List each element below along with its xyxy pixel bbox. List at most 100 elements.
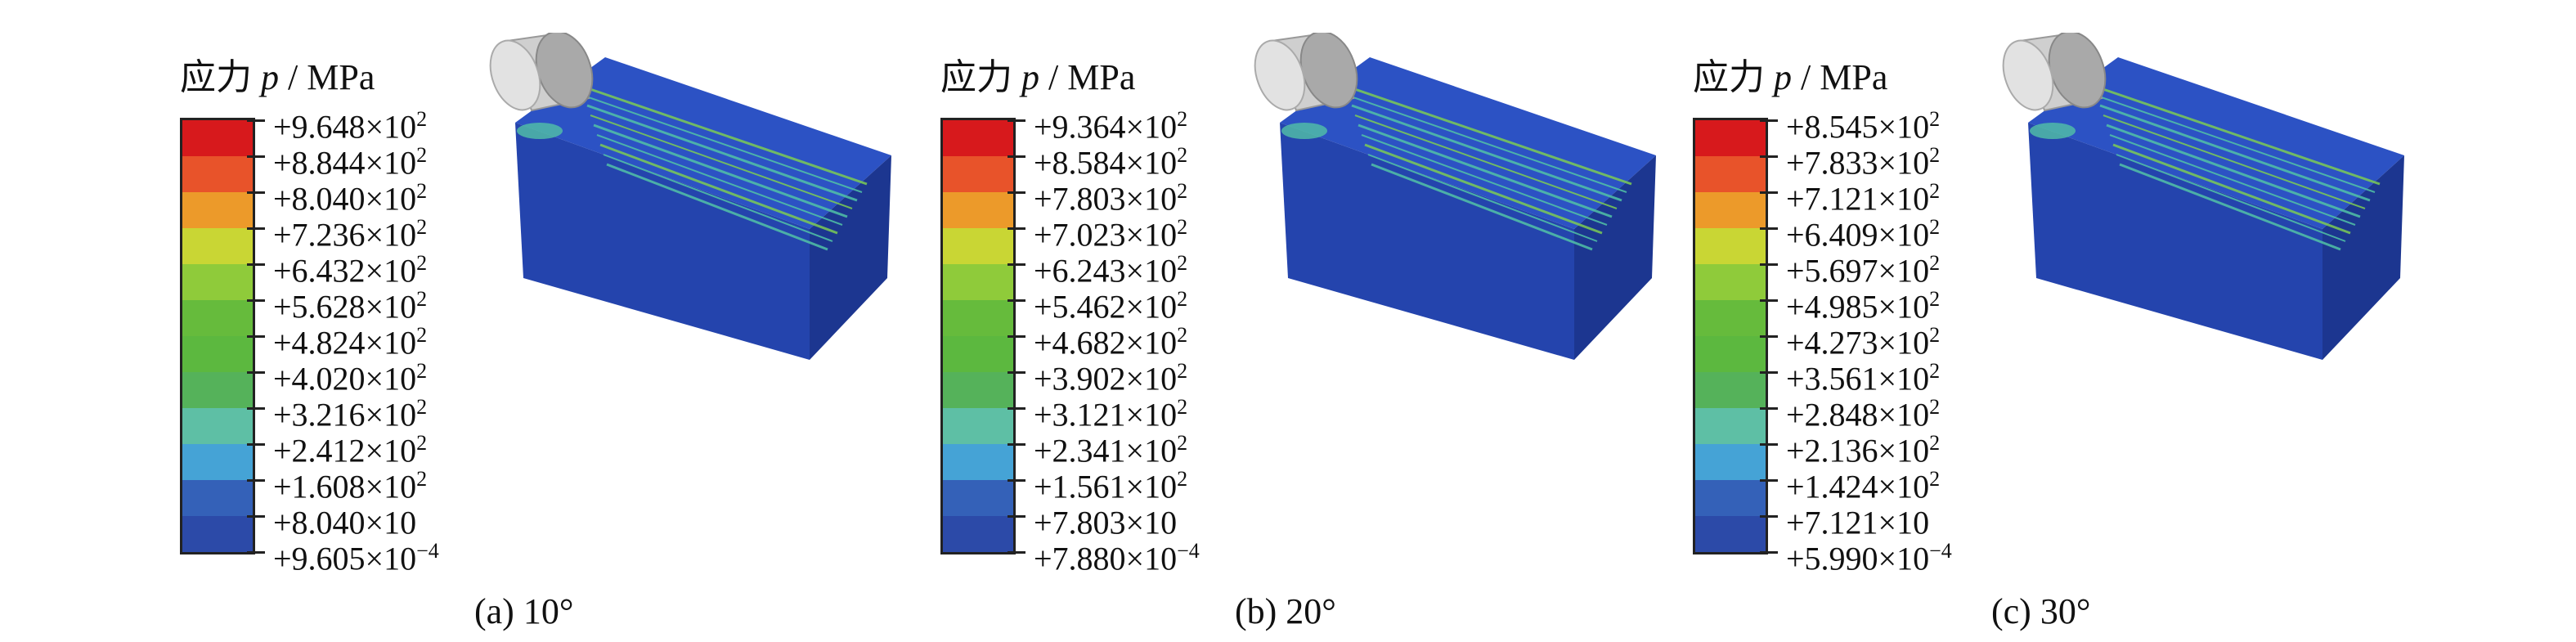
- legend-value-exponent: −4: [1929, 539, 1952, 563]
- stress-streak: [1348, 95, 1627, 193]
- legend-value-exponent: 2: [1177, 107, 1188, 131]
- legend-tick: [247, 371, 265, 374]
- legend-swatch: [1695, 480, 1766, 516]
- legend-tick: [1760, 155, 1778, 158]
- legend-value: +6.409×102: [1786, 209, 1940, 253]
- legend-title-label: 应力: [1693, 57, 1774, 97]
- legend-swatch: [943, 228, 1013, 264]
- legend-value: +3.902×102: [1034, 353, 1187, 397]
- legend-value: +6.432×102: [273, 245, 427, 289]
- stress-streak: [2119, 163, 2341, 251]
- stress-streak: [583, 95, 863, 193]
- legend-value-mantissa: +2.848×10: [1786, 396, 1930, 433]
- legend-value-exponent: 2: [1177, 395, 1188, 419]
- stress-streak: [1364, 143, 1603, 235]
- legend-value: +2.848×102: [1786, 389, 1940, 433]
- legend-value-exponent: 2: [416, 143, 428, 167]
- stress-streak: [2093, 84, 2381, 186]
- legend-swatch: [943, 408, 1013, 444]
- legend-value-mantissa: +9.605×10: [273, 540, 417, 577]
- legend-title-label: 应力: [180, 57, 261, 97]
- legend-value-exponent: 2: [416, 215, 428, 239]
- stress-hotspot: [1281, 123, 1327, 139]
- legend-value-exponent: 2: [1929, 323, 1941, 347]
- legend-value-mantissa: +8.040×10: [273, 504, 417, 541]
- legend-value: +5.628×102: [273, 281, 427, 325]
- legend-value-mantissa: +8.584×10: [1034, 144, 1178, 182]
- legend-value-mantissa: +7.121×10: [1786, 504, 1930, 541]
- legend-swatch: [943, 516, 1013, 552]
- legend-tick: [1760, 407, 1778, 410]
- legend-tick: [1760, 299, 1778, 302]
- legend-value-mantissa: +5.697×10: [1786, 252, 1930, 290]
- legend-tick: [247, 191, 265, 194]
- legend-tick: [1760, 479, 1778, 482]
- block-side-face: [1574, 155, 1656, 360]
- legend-title-symbol: p: [1021, 57, 1039, 97]
- legend-value: +5.990×10−4: [1786, 533, 1952, 577]
- legend-swatch: [943, 192, 1013, 228]
- legend-value: +7.803×102: [1034, 173, 1187, 217]
- block-top-face: [515, 57, 891, 229]
- legend-swatch: [1695, 192, 1766, 228]
- legend-value-mantissa: +4.020×10: [273, 360, 417, 397]
- legend-value: +7.833×102: [1786, 137, 1940, 181]
- legend-swatch: [182, 300, 253, 336]
- legend-swatch: [943, 480, 1013, 516]
- legend-value-mantissa: +6.432×10: [273, 252, 417, 290]
- block-front-face: [1280, 123, 1574, 360]
- legend-title-symbol: p: [261, 57, 279, 97]
- legend-color-bar: [940, 118, 1016, 554]
- legend-value: +7.803×10: [1034, 497, 1177, 541]
- legend-value: +3.216×102: [273, 389, 427, 433]
- legend-swatch: [182, 192, 253, 228]
- legend-tick: [1008, 299, 1025, 302]
- legend-value-exponent: 2: [416, 467, 428, 491]
- stress-streak: [1354, 114, 1618, 209]
- legend-tick: [247, 119, 265, 122]
- legend-value: +7.023×102: [1034, 209, 1187, 253]
- legend-value-exponent: 2: [416, 323, 428, 347]
- stress-streak: [2112, 143, 2351, 235]
- panel-c: 应力 p / MPa +8.545×102 +7.833×102 +7.121×102…: [1513, 0, 2372, 642]
- legend-title: 应力 p / MPa: [940, 47, 1135, 100]
- legend-value: +9.648×102: [273, 101, 427, 145]
- legend-value-mantissa: +1.424×10: [1786, 468, 1930, 505]
- stress-hotspot: [517, 123, 563, 139]
- legend-value-exponent: 2: [1177, 323, 1188, 347]
- legend-tick: [247, 155, 265, 158]
- legend-value: +4.020×102: [273, 353, 427, 397]
- legend-tick: [1760, 371, 1778, 374]
- legend-value-mantissa: +7.236×10: [273, 216, 417, 254]
- legend-value-mantissa: +4.682×10: [1034, 324, 1178, 361]
- legend-swatch: [182, 156, 253, 192]
- legend-swatch: [182, 444, 253, 480]
- legend-value: +7.121×10: [1786, 497, 1929, 541]
- cutting-tool: [2002, 33, 2107, 112]
- legend-swatch: [182, 228, 253, 264]
- legend-value-exponent: 2: [1929, 179, 1941, 203]
- legend-swatch: [182, 372, 253, 408]
- legend-title: 应力 p / MPa: [1693, 47, 1887, 100]
- stress-streak: [590, 114, 853, 209]
- legend-value-exponent: 2: [1177, 287, 1188, 311]
- stress-streak: [596, 134, 843, 226]
- legend-value-exponent: 2: [1929, 395, 1941, 419]
- legend-value-mantissa: +3.561×10: [1786, 360, 1930, 397]
- legend-value: +2.136×102: [1786, 425, 1940, 469]
- legend-swatch: [943, 336, 1013, 372]
- legend-value-mantissa: +1.561×10: [1034, 468, 1178, 505]
- legend-value-exponent: −4: [416, 539, 439, 563]
- legend-value-exponent: 2: [416, 395, 428, 419]
- legend-value-exponent: 2: [1177, 251, 1188, 275]
- legend-tick: [1008, 479, 1025, 482]
- legend-value-mantissa: +9.648×10: [273, 108, 417, 146]
- stress-streak: [1361, 134, 1608, 226]
- stress-streak: [2103, 114, 2366, 209]
- legend-value-mantissa: +1.608×10: [273, 468, 417, 505]
- legend-swatch: [182, 408, 253, 444]
- legend-color-bar: [180, 118, 255, 554]
- legend-value-mantissa: +4.985×10: [1786, 288, 1930, 325]
- legend-value: +5.697×102: [1786, 245, 1940, 289]
- legend-tick: [1760, 443, 1778, 446]
